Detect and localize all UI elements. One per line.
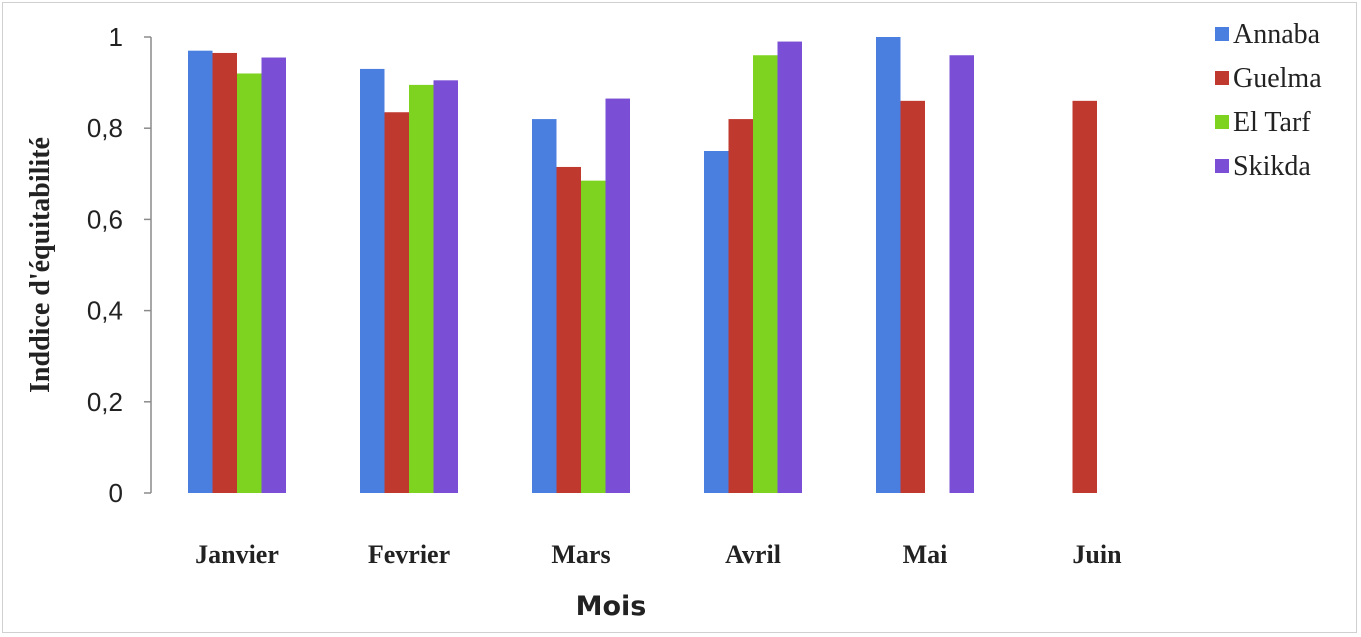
bar-annaba-fevrier <box>360 68 385 494</box>
legend-label: El Tarf <box>1233 107 1311 138</box>
bar-skikda-fevrier <box>433 80 458 493</box>
y-tick-label: 0,4 <box>87 296 123 326</box>
x-tick-label: Avril <box>725 540 781 569</box>
legend: Annaba Guelma El Tarf Skikda <box>1215 19 1322 182</box>
bar-skikda-janvier <box>261 57 286 494</box>
bar-el-tarf-fevrier <box>409 84 434 493</box>
bar-skikda-mai <box>949 55 974 494</box>
legend-swatch <box>1215 27 1229 41</box>
y-tick-label: 0 <box>109 478 123 508</box>
bar-guelma-mai <box>900 100 925 493</box>
bars <box>188 37 1097 494</box>
y-axis: 0 0,2 0,4 0,6 0,8 1 <box>87 22 152 508</box>
legend-label: Guelma <box>1233 63 1322 94</box>
bar-el-tarf-mars <box>581 180 606 493</box>
bar-skikda-mars <box>605 98 630 493</box>
x-tick-label: Fevrier <box>368 540 450 569</box>
x-axis-title: Mois <box>576 591 647 622</box>
legend-swatch <box>1215 71 1229 85</box>
bar-annaba-janvier <box>188 50 213 494</box>
y-tick-label: 0,8 <box>87 113 123 143</box>
legend-label: Annaba <box>1233 19 1321 50</box>
x-tick-label: Juin <box>1072 540 1122 569</box>
legend-swatch <box>1215 159 1229 173</box>
y-tick-label: 1 <box>109 22 123 52</box>
x-tick-label: Mars <box>551 540 610 569</box>
bar-annaba-mai <box>876 37 901 493</box>
y-tick-label: 0,6 <box>87 204 123 234</box>
bar-guelma-juin <box>1072 100 1097 493</box>
bar-guelma-fevrier <box>384 112 409 494</box>
bar-annaba-mars <box>532 119 557 493</box>
bar-guelma-janvier <box>212 52 237 494</box>
bar-skikda-avril <box>777 41 802 494</box>
bar-chart: 0 0,2 0,4 0,6 0,8 1 Janvier Fevrier Mars Avril Ma… <box>25 19 1322 622</box>
bar-el-tarf-janvier <box>237 73 262 493</box>
x-tick-label: Janvier <box>195 540 279 569</box>
x-tick-label: Mai <box>903 540 948 569</box>
bar-el-tarf-avril <box>753 55 778 494</box>
y-axis-title: Inddice d'équitabilité <box>25 137 56 393</box>
legend-label: Skikda <box>1233 151 1311 182</box>
bar-guelma-mars <box>556 166 581 493</box>
x-axis-labels: Janvier Fevrier Mars Avril Mai Juin <box>195 540 1122 569</box>
bar-guelma-avril <box>728 119 753 493</box>
bar-annaba-avril <box>704 151 729 493</box>
y-tick-label: 0,2 <box>87 387 123 417</box>
legend-swatch <box>1215 115 1229 129</box>
